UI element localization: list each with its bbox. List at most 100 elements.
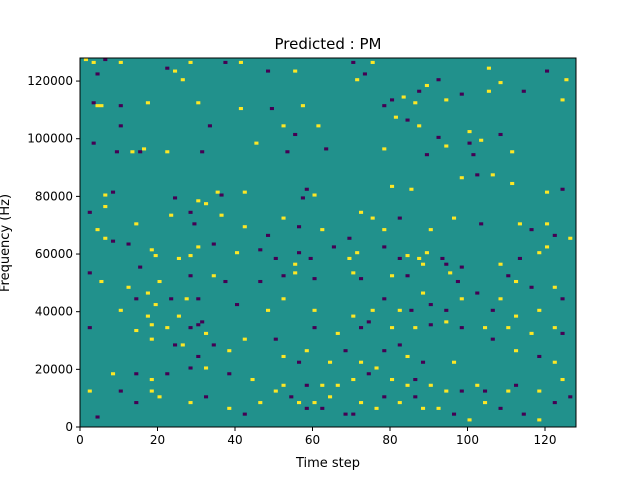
heatmap-cell-69 xyxy=(510,150,515,154)
heatmap-cell-94 xyxy=(188,210,193,214)
y-tick-label-1: 20000 xyxy=(35,362,73,376)
heatmap-cell-205 xyxy=(273,337,278,341)
heatmap-cell-111 xyxy=(517,222,522,226)
heatmap-cell-291 xyxy=(397,401,402,405)
heatmap-cell-201 xyxy=(188,326,193,330)
heatmap-cell-204 xyxy=(242,337,247,341)
heatmap-cell-167 xyxy=(552,285,557,289)
heatmap-cell-43 xyxy=(207,124,212,128)
y-tick-label-0: 0 xyxy=(65,420,73,434)
heatmap-cell-26 xyxy=(95,104,100,108)
heatmap-cell-258 xyxy=(413,377,418,382)
heatmap-cell-249 xyxy=(281,383,286,387)
y-axis-ticks: 0 20000 40000 60000 80000 100000 120000 xyxy=(27,74,80,434)
heatmap-cell-31 xyxy=(238,107,243,111)
heatmap-cell-50 xyxy=(436,135,441,139)
heatmap-cell-75 xyxy=(219,193,224,197)
heatmap-cell-124 xyxy=(235,251,240,255)
heatmap-cell-90 xyxy=(103,205,108,209)
heatmap-cell-179 xyxy=(266,308,271,312)
heatmap-cell-274 xyxy=(188,401,193,405)
heatmap-cell-185 xyxy=(397,308,402,312)
heatmap-cell-12 xyxy=(370,60,375,64)
heatmap-cell-120 xyxy=(176,256,181,260)
heatmap-cell-285 xyxy=(328,395,333,399)
heatmap-cell-287 xyxy=(351,412,356,416)
heatmap-cell-6 xyxy=(188,60,193,64)
heatmap-cell-89 xyxy=(95,228,100,232)
heatmap-cell-93 xyxy=(169,213,174,217)
heatmap-cell-87 xyxy=(560,187,565,191)
heatmap-cell-245 xyxy=(188,366,193,370)
heatmap-cell-1 xyxy=(91,60,96,64)
heatmap-cell-268 xyxy=(87,389,92,393)
heatmap-cell-162 xyxy=(448,271,453,275)
heatmap-cell-298 xyxy=(498,406,503,410)
heatmap-cell-23 xyxy=(521,89,526,93)
heatmap-cell-32 xyxy=(269,107,274,111)
heatmap-cell-160 xyxy=(405,274,410,278)
heatmap-cell-270 xyxy=(118,389,123,393)
plot-frame xyxy=(79,57,577,428)
heatmap-cell-61 xyxy=(254,141,259,145)
heatmap-cell-193 xyxy=(498,297,503,301)
heatmap-cell-166 xyxy=(529,285,534,289)
heatmap-cell-27 xyxy=(99,104,104,108)
heatmap-cell-8 xyxy=(238,60,243,64)
y-tick-label-3: 60000 xyxy=(35,247,73,261)
heatmap-cell-74 xyxy=(215,190,220,194)
heatmap-cell-133 xyxy=(382,245,387,249)
heatmap-cell-165 xyxy=(514,279,519,284)
heatmap-cell-255 xyxy=(374,366,379,370)
heatmap-cell-154 xyxy=(281,274,286,278)
heatmap-cell-108 xyxy=(428,228,433,232)
heatmap-cell-247 xyxy=(227,372,232,376)
heatmap-cell-62 xyxy=(285,150,290,154)
heatmap-cell-140 xyxy=(459,265,464,269)
heatmap-cell-246 xyxy=(204,366,209,370)
heatmap-cell-263 xyxy=(483,389,488,393)
heatmap-cell-2 xyxy=(103,58,108,62)
heatmap-cell-79 xyxy=(312,193,317,197)
heatmap-cell-63 xyxy=(324,147,329,151)
heatmap-cell-241 xyxy=(111,372,116,376)
heatmap-cell-226 xyxy=(281,354,286,359)
heatmap-cell-197 xyxy=(87,326,92,330)
heatmap-cell-187 xyxy=(421,291,426,295)
heatmap-cell-200 xyxy=(165,326,170,330)
heatmap-cell-180 xyxy=(281,297,286,301)
y-axis-label: Frequency (Hz) xyxy=(0,194,13,292)
heatmap-cell-49 xyxy=(417,124,422,128)
heatmap-cell-30 xyxy=(196,101,201,105)
heatmap-cell-243 xyxy=(149,377,154,382)
y-tick-label-2: 40000 xyxy=(35,305,73,319)
heatmap-cell-279 xyxy=(273,389,278,393)
x-axis-label: Time step xyxy=(295,456,360,471)
heatmap-cell-146 xyxy=(99,279,104,284)
heatmap-cell-248 xyxy=(250,377,255,382)
heatmap-cell-78 xyxy=(304,187,309,191)
heatmap-cell-164 xyxy=(506,274,511,278)
heatmap-cell-9 xyxy=(266,69,271,73)
heatmap-cell-206 xyxy=(312,326,317,330)
heatmap-cell-104 xyxy=(359,210,364,214)
heatmap-cell-73 xyxy=(196,199,201,203)
heatmap-cell-292 xyxy=(413,395,418,399)
heatmap-cell-151 xyxy=(211,274,216,278)
heatmap-cell-182 xyxy=(351,314,356,318)
heatmap-cell-265 xyxy=(514,383,519,387)
heatmap-cell-299 xyxy=(521,412,526,416)
heatmap-cell-152 xyxy=(223,279,228,284)
heatmap-cell-70 xyxy=(103,193,108,197)
heatmap-cell-173 xyxy=(169,297,174,301)
heatmap-cell-119 xyxy=(153,254,158,258)
heatmap-cell-115 xyxy=(568,236,573,240)
heatmap-cell-225 xyxy=(227,349,232,353)
heatmap-cell-37 xyxy=(413,101,418,105)
heatmap-cell-40 xyxy=(486,89,491,93)
heatmap-cell-68 xyxy=(471,153,476,157)
heatmap-cell-272 xyxy=(149,389,154,393)
heatmap-background xyxy=(80,58,576,427)
heatmap-cell-261 xyxy=(459,389,464,393)
